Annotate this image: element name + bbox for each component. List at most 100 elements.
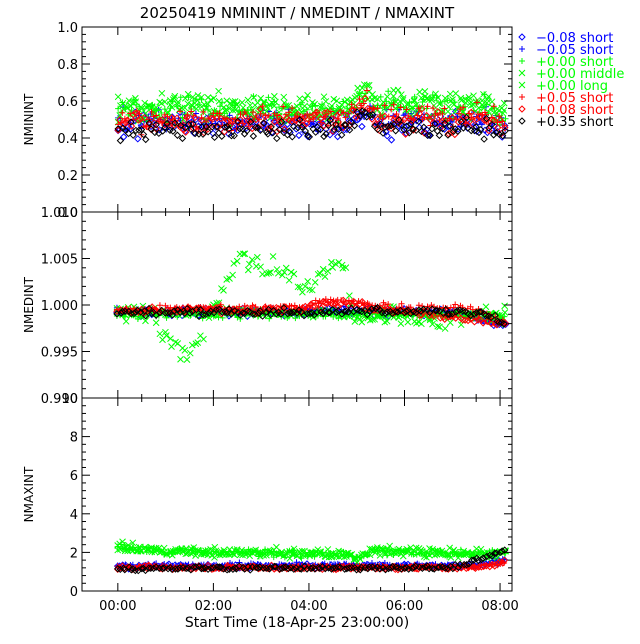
data-point	[477, 308, 485, 316]
data-point	[464, 316, 472, 325]
y-tick-label: 0.2	[57, 169, 78, 184]
data-point	[233, 546, 241, 553]
data-point	[412, 101, 420, 109]
data-point	[466, 315, 475, 323]
data-point	[300, 113, 309, 122]
legend-label: +0.00 short	[536, 55, 613, 70]
data-point	[188, 341, 196, 349]
data-point	[499, 559, 507, 567]
legend-label: +0.08 short	[536, 103, 613, 118]
data-point	[254, 99, 262, 107]
data-point	[280, 103, 287, 110]
data-point	[404, 565, 413, 573]
y-axis-label: NMAXINT	[22, 466, 36, 522]
data-point	[480, 116, 489, 125]
data-point	[302, 119, 311, 128]
data-point	[246, 101, 254, 109]
data-point	[299, 288, 306, 296]
chart-title: 20250419 NMININT / NMEDINT / NMAXINT	[140, 4, 455, 22]
data-point	[423, 553, 430, 561]
data-point	[459, 109, 467, 116]
data-point	[273, 134, 281, 143]
data-point	[283, 549, 291, 557]
data-point	[260, 119, 268, 127]
data-point	[231, 551, 238, 559]
data-point	[127, 546, 135, 554]
y-tick-label: 0.0	[57, 206, 78, 221]
legend-item: −0.05 short	[519, 43, 613, 58]
data-point	[383, 132, 391, 140]
data-point	[114, 93, 122, 101]
legend-item: +0.35 short	[518, 115, 613, 130]
y-axis-label: NMININT	[22, 93, 36, 145]
data-point	[301, 127, 310, 135]
data-point	[372, 304, 380, 313]
data-point	[426, 311, 434, 320]
data-point	[304, 132, 312, 141]
data-point	[472, 115, 481, 123]
data-point	[131, 566, 140, 575]
x-axis-label: Start Time (18-Apr-25 23:00:00)	[185, 615, 409, 631]
data-point	[168, 565, 176, 574]
data-point	[384, 122, 392, 131]
data-point	[337, 131, 346, 139]
data-point	[404, 318, 412, 326]
legend-marker	[519, 58, 525, 64]
data-point	[294, 123, 302, 132]
data-point	[238, 99, 246, 106]
data-point	[376, 552, 384, 559]
data-point	[189, 120, 197, 128]
data-point	[387, 136, 396, 144]
data-point	[251, 123, 260, 132]
data-point	[408, 116, 416, 125]
data-point	[441, 116, 450, 125]
data-point	[358, 318, 366, 326]
data-point	[466, 311, 475, 320]
data-point	[137, 308, 145, 316]
x-tick-label: 02:00	[195, 599, 232, 614]
data-point	[384, 545, 392, 553]
data-point	[345, 126, 354, 134]
panel-nmaxint: 0 2 4 6 8 10 00:00 02:00 04:00 06:00 08:00 Start Ti…	[22, 392, 519, 631]
x-tick-label: 06:00	[386, 599, 423, 614]
data-point	[355, 101, 363, 110]
data-point	[172, 338, 179, 346]
data-point	[254, 549, 262, 556]
data-point	[471, 564, 480, 573]
data-point	[220, 127, 229, 136]
data-point	[482, 114, 491, 123]
data-point	[410, 97, 418, 105]
data-point	[498, 132, 507, 140]
data-point	[383, 93, 391, 100]
data-point	[434, 94, 442, 101]
data-point	[226, 99, 234, 107]
data-point	[348, 101, 355, 108]
data-point	[156, 98, 164, 106]
data-point	[256, 105, 265, 113]
data-point	[304, 91, 311, 99]
data-point	[424, 103, 431, 110]
data-point	[322, 130, 330, 138]
data-point	[320, 132, 328, 141]
data-point	[474, 315, 482, 324]
data-point	[360, 100, 367, 107]
data-point	[480, 135, 488, 143]
data-point	[290, 565, 298, 573]
data-point	[446, 319, 454, 326]
legend-item: +0.05 short	[519, 91, 613, 106]
data-point	[321, 564, 329, 573]
data-point	[400, 564, 409, 572]
data-point	[211, 543, 219, 551]
data-point	[290, 270, 298, 278]
data-point	[446, 122, 454, 130]
data-point	[381, 564, 390, 573]
data-point	[492, 549, 501, 557]
data-point	[142, 135, 150, 144]
data-point	[376, 120, 385, 129]
legend-marker	[518, 81, 526, 89]
data-point	[343, 553, 350, 560]
data-point	[482, 311, 490, 320]
data-point	[270, 550, 278, 557]
data-point	[444, 129, 453, 138]
